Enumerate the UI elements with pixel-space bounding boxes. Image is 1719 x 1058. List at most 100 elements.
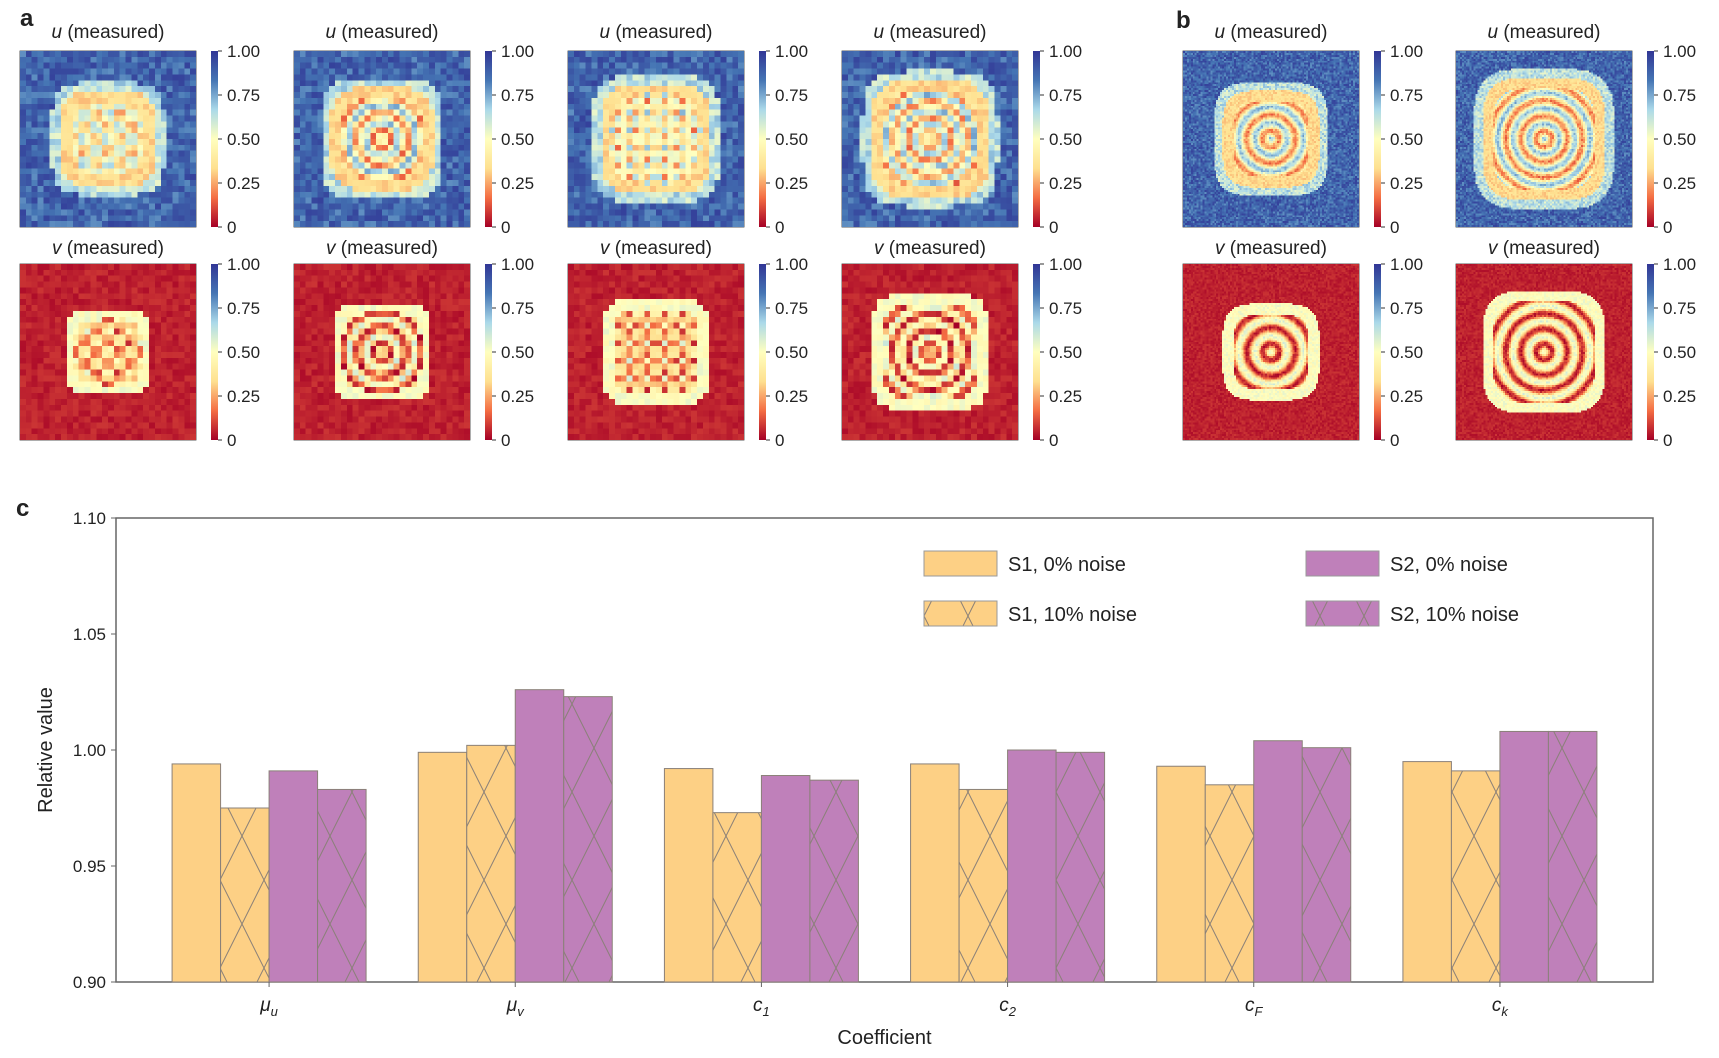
panel-b-v-colorbar bbox=[1647, 264, 1654, 440]
colorbar-tick-label: 0 bbox=[1663, 431, 1672, 450]
colorbar-tick-label: 0.25 bbox=[1049, 174, 1082, 193]
colorbar-tick-label: 1.00 bbox=[227, 255, 260, 274]
colorbar-tick-label: 0.25 bbox=[501, 387, 534, 406]
panel-a-v-title: v (measured) bbox=[326, 238, 438, 259]
bar-s2-0-noise bbox=[1499, 730, 1549, 983]
colorbar-tick-label: 0.50 bbox=[1390, 130, 1423, 149]
y-tick-label: 1.05 bbox=[73, 625, 106, 644]
tick-subscript: u bbox=[271, 1004, 278, 1019]
panel-a-v-heatmap bbox=[294, 264, 470, 440]
panel-a-v-title: v (measured) bbox=[600, 238, 712, 259]
colorbar-tick-label: 0 bbox=[1390, 218, 1399, 237]
title-variable: u bbox=[874, 22, 885, 43]
tick-base: μ bbox=[506, 995, 518, 1016]
colorbar-tick-label: 1.00 bbox=[501, 42, 534, 61]
y-tick-label: 0.90 bbox=[73, 973, 106, 992]
colorbar-tick-label: 0.50 bbox=[1049, 343, 1082, 362]
colorbar-tick-label: 0.75 bbox=[775, 86, 808, 105]
panel-label: c bbox=[16, 495, 29, 522]
bar-s2-10-noise bbox=[1547, 730, 1598, 983]
legend-label: S2, 0% noise bbox=[1390, 554, 1508, 576]
colorbar-tick-label: 1.00 bbox=[775, 42, 808, 61]
panel-b-v-title: v (measured) bbox=[1488, 238, 1600, 259]
colorbar-tick-label: 0 bbox=[227, 431, 236, 450]
title-suffix: (measured) bbox=[62, 22, 164, 43]
colorbar-tick-label: 0.50 bbox=[227, 343, 260, 362]
bar-s1-0-noise bbox=[1156, 765, 1206, 983]
panel-b-u-colorbar bbox=[1374, 51, 1381, 227]
colorbar-tick-label: 1.00 bbox=[227, 42, 260, 61]
title-variable: u bbox=[1215, 22, 1226, 43]
title-suffix: (measured) bbox=[1498, 238, 1600, 259]
title-variable: u bbox=[52, 22, 63, 43]
colorbar-tick-label: 0 bbox=[1663, 218, 1672, 237]
bar-s1-10-noise bbox=[466, 744, 516, 983]
panel-a-u-colorbar bbox=[485, 51, 492, 227]
colorbar-tick-label: 0.50 bbox=[501, 343, 534, 362]
panel-a-v-title: v (measured) bbox=[874, 238, 986, 259]
panel-a-u-colorbar bbox=[1033, 51, 1040, 227]
panel-a-u-title: u (measured) bbox=[326, 22, 439, 43]
colorbar-tick-label: 0.50 bbox=[1049, 130, 1082, 149]
bar-s2-10-noise bbox=[1301, 747, 1352, 983]
tick-subscript: v bbox=[517, 1004, 525, 1019]
panel-a-v-heatmap bbox=[20, 264, 196, 440]
colorbar-tick-label: 0.50 bbox=[1663, 343, 1696, 362]
x-tick-label: μu bbox=[259, 995, 278, 1019]
tick-base: c bbox=[1245, 995, 1255, 1016]
colorbar-tick-label: 0.25 bbox=[1663, 387, 1696, 406]
x-tick-label: cF bbox=[1245, 995, 1264, 1019]
bar-s2-0-noise bbox=[1007, 749, 1057, 983]
panel-a-v-colorbar bbox=[485, 264, 492, 440]
legend-swatch bbox=[1305, 550, 1380, 577]
panel-a-u-colorbar bbox=[211, 51, 218, 227]
bar-s2-0-noise bbox=[268, 770, 319, 983]
bar-s1-10-noise bbox=[220, 807, 270, 983]
legend-swatch bbox=[1305, 600, 1380, 627]
panel-a-u-title: u (measured) bbox=[600, 22, 713, 43]
colorbar-tick-label: 0.75 bbox=[1049, 86, 1082, 105]
tick-subscript: k bbox=[1501, 1004, 1509, 1019]
title-variable: v bbox=[1488, 238, 1499, 259]
legend-label: S1, 10% noise bbox=[1008, 604, 1137, 626]
colorbar-tick-label: 0.25 bbox=[1049, 387, 1082, 406]
title-variable: v bbox=[52, 238, 63, 259]
panel-b-v-heatmap bbox=[1456, 264, 1632, 440]
panel-b-v-colorbar bbox=[1374, 264, 1381, 440]
colorbar-tick-label: 0.50 bbox=[775, 130, 808, 149]
bar-s1-10-noise bbox=[712, 812, 762, 983]
tick-base: μ bbox=[259, 995, 271, 1016]
colorbar-tick-label: 0.25 bbox=[1663, 174, 1696, 193]
legend-label: S1, 0% noise bbox=[1008, 554, 1126, 576]
title-variable: v bbox=[326, 238, 337, 259]
x-tick-label: μv bbox=[506, 995, 525, 1019]
colorbar-tick-label: 0.75 bbox=[501, 86, 534, 105]
colorbar-tick-label: 0.75 bbox=[227, 86, 260, 105]
colorbar-tick-label: 0.50 bbox=[1390, 343, 1423, 362]
colorbar-tick-label: 0.75 bbox=[1390, 299, 1423, 318]
panel-a-u-title: u (measured) bbox=[52, 22, 165, 43]
colorbar-tick-label: 0.25 bbox=[1390, 387, 1423, 406]
colorbar-tick-label: 0.50 bbox=[501, 130, 534, 149]
colorbar-tick-label: 0.75 bbox=[227, 299, 260, 318]
panel-a-v-heatmap bbox=[568, 264, 744, 440]
colorbar-tick-label: 0.75 bbox=[1663, 299, 1696, 318]
tick-subscript: F bbox=[1255, 1004, 1264, 1019]
colorbar-tick-label: 0.50 bbox=[775, 343, 808, 362]
colorbar-tick-label: 0.75 bbox=[1390, 86, 1423, 105]
panel-a-v-title: v (measured) bbox=[52, 238, 164, 259]
title-variable: u bbox=[600, 22, 611, 43]
panel-a-u-colorbar bbox=[759, 51, 766, 227]
panel-label: b bbox=[1176, 7, 1191, 34]
colorbar-tick-label: 0.75 bbox=[1663, 86, 1696, 105]
panel-a-u-heatmap bbox=[842, 51, 1018, 227]
colorbar-tick-label: 1.00 bbox=[1049, 42, 1082, 61]
y-tick-label: 0.95 bbox=[73, 857, 106, 876]
panel-b-u-title: u (measured) bbox=[1215, 22, 1328, 43]
legend-label: S2, 10% noise bbox=[1390, 604, 1519, 626]
colorbar-tick-label: 0 bbox=[1049, 431, 1058, 450]
colorbar-tick-label: 0 bbox=[775, 431, 784, 450]
colorbar-tick-label: 0.25 bbox=[1390, 174, 1423, 193]
y-tick-label: 1.10 bbox=[73, 509, 106, 528]
panel-b-u-heatmap bbox=[1183, 51, 1359, 227]
